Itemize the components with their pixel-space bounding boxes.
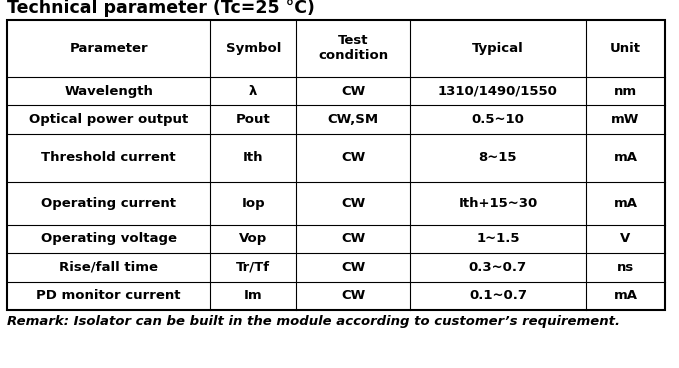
- Text: Iop: Iop: [242, 197, 265, 210]
- Text: Typical: Typical: [472, 42, 524, 55]
- Text: Operating voltage: Operating voltage: [41, 233, 177, 245]
- Text: nm: nm: [614, 85, 637, 98]
- Text: Threshold current: Threshold current: [41, 151, 176, 164]
- Text: mA: mA: [613, 151, 638, 164]
- Text: 1~1.5: 1~1.5: [476, 233, 519, 245]
- Text: Remark: Isolator can be built in the module according to customer’s requirement.: Remark: Isolator can be built in the mod…: [7, 315, 620, 328]
- Text: mW: mW: [611, 113, 640, 126]
- Text: 0.5~10: 0.5~10: [471, 113, 524, 126]
- Text: CW: CW: [341, 289, 365, 302]
- Text: λ: λ: [249, 85, 257, 98]
- Text: Im: Im: [244, 289, 263, 302]
- Text: Ith+15~30: Ith+15~30: [458, 197, 538, 210]
- Text: Technical parameter (Tc=25 °C): Technical parameter (Tc=25 °C): [7, 0, 315, 17]
- Text: 8~15: 8~15: [479, 151, 517, 164]
- Text: Optical power output: Optical power output: [29, 113, 188, 126]
- Text: Symbol: Symbol: [225, 42, 281, 55]
- Text: CW: CW: [341, 261, 365, 274]
- Text: 1310/1490/1550: 1310/1490/1550: [438, 85, 558, 98]
- Text: PD monitor current: PD monitor current: [37, 289, 181, 302]
- Text: Rise/fall time: Rise/fall time: [59, 261, 158, 274]
- Text: CW: CW: [341, 197, 365, 210]
- Text: V: V: [620, 233, 631, 245]
- Text: mA: mA: [613, 197, 638, 210]
- Text: Ith: Ith: [243, 151, 263, 164]
- Text: Operating current: Operating current: [41, 197, 176, 210]
- Text: CW: CW: [341, 151, 365, 164]
- Bar: [7, 20, 665, 310]
- Text: 0.3~0.7: 0.3~0.7: [469, 261, 527, 274]
- Text: Unit: Unit: [610, 42, 641, 55]
- Text: Parameter: Parameter: [69, 42, 148, 55]
- Text: Tr/Tf: Tr/Tf: [236, 261, 270, 274]
- Text: Vop: Vop: [239, 233, 268, 245]
- Text: Pout: Pout: [236, 113, 271, 126]
- Text: CW: CW: [341, 233, 365, 245]
- Text: Test
condition: Test condition: [318, 35, 388, 63]
- Text: Wavelength: Wavelength: [65, 85, 153, 98]
- Text: 0.1~0.7: 0.1~0.7: [469, 289, 527, 302]
- Text: ns: ns: [617, 261, 634, 274]
- Text: mA: mA: [613, 289, 638, 302]
- Text: CW: CW: [341, 85, 365, 98]
- Text: CW,SM: CW,SM: [328, 113, 379, 126]
